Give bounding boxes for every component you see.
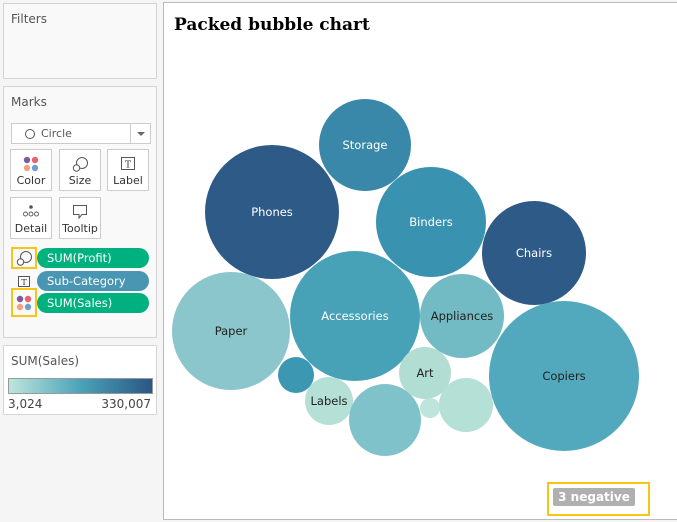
svg-text:T: T — [125, 161, 131, 171]
bubble-binders[interactable]: Binders — [376, 167, 486, 277]
color-card-label: Color — [16, 174, 46, 187]
marks-title: Marks — [11, 95, 47, 109]
label-card-label: Label — [113, 174, 143, 187]
negative-indicator-highlight: 3 negative — [547, 482, 650, 516]
size-icon — [72, 157, 88, 172]
tooltip-icon — [73, 205, 87, 220]
negative-values-badge[interactable]: 3 negative — [553, 488, 635, 506]
tooltip-card-label: Tooltip — [62, 222, 98, 235]
size-card-label: Size — [68, 174, 92, 187]
pill-sum-profit[interactable]: SUM(Profit) — [37, 248, 149, 268]
bubble-unlabeled[interactable] — [420, 398, 440, 418]
filters-shelf[interactable]: Filters — [3, 3, 157, 79]
marks-card: Marks Circle Color Size T Label D — [3, 86, 157, 338]
size-icon — [16, 251, 32, 266]
legend-title: SUM(Sales) — [11, 354, 80, 368]
legend-min-label: 3,024 — [8, 397, 43, 411]
label-encoding-icon[interactable]: T — [11, 270, 37, 292]
bubble-storage[interactable]: Storage — [319, 99, 411, 191]
detail-card-button[interactable]: Detail — [10, 197, 52, 239]
bubble-chairs[interactable]: Chairs — [482, 201, 586, 305]
detail-card-label: Detail — [14, 222, 48, 235]
svg-text:T: T — [21, 278, 27, 287]
chart-view: Packed bubble chart Phones Storage Binders… — [163, 2, 677, 520]
filters-title: Filters — [11, 12, 47, 26]
chevron-down-icon[interactable] — [130, 124, 150, 143]
legend-max-label: 330,007 — [101, 397, 151, 411]
legend-gradient-bar — [8, 378, 153, 394]
bubble-unlabeled[interactable] — [439, 378, 493, 432]
color-dots-icon — [23, 156, 39, 172]
bubble-phones[interactable]: Phones — [205, 145, 339, 279]
mark-type-value: Circle — [41, 127, 72, 140]
bubble-accessories[interactable]: Accessories — [290, 251, 420, 381]
color-card-button[interactable]: Color — [10, 149, 52, 191]
circle-mark-icon — [25, 128, 35, 139]
detail-dots-icon — [23, 205, 39, 217]
bubble-paper[interactable]: Paper — [172, 272, 290, 390]
color-dots-icon — [16, 295, 32, 310]
bubble-copiers[interactable]: Copiers — [489, 301, 639, 451]
pill-sum-sales[interactable]: SUM(Sales) — [37, 293, 149, 313]
mark-type-dropdown[interactable]: Circle — [11, 123, 151, 144]
bubble-labels[interactable]: Labels — [305, 377, 353, 425]
bubble-unlabeled[interactable] — [349, 384, 421, 456]
text-label-icon: T — [121, 157, 135, 171]
size-encoding-icon[interactable] — [11, 247, 37, 269]
pill-sub-category[interactable]: Sub-Category — [37, 271, 149, 291]
label-card-button[interactable]: T Label — [107, 149, 149, 191]
chart-title: Packed bubble chart — [174, 15, 370, 35]
size-card-button[interactable]: Size — [59, 149, 101, 191]
tooltip-card-button[interactable]: Tooltip — [59, 197, 101, 239]
color-encoding-icon[interactable] — [11, 288, 37, 317]
bubble-appliances[interactable]: Appliances — [420, 274, 504, 358]
text-label-icon: T — [18, 275, 30, 287]
color-legend[interactable]: SUM(Sales) 3,024 330,007 — [3, 345, 157, 415]
